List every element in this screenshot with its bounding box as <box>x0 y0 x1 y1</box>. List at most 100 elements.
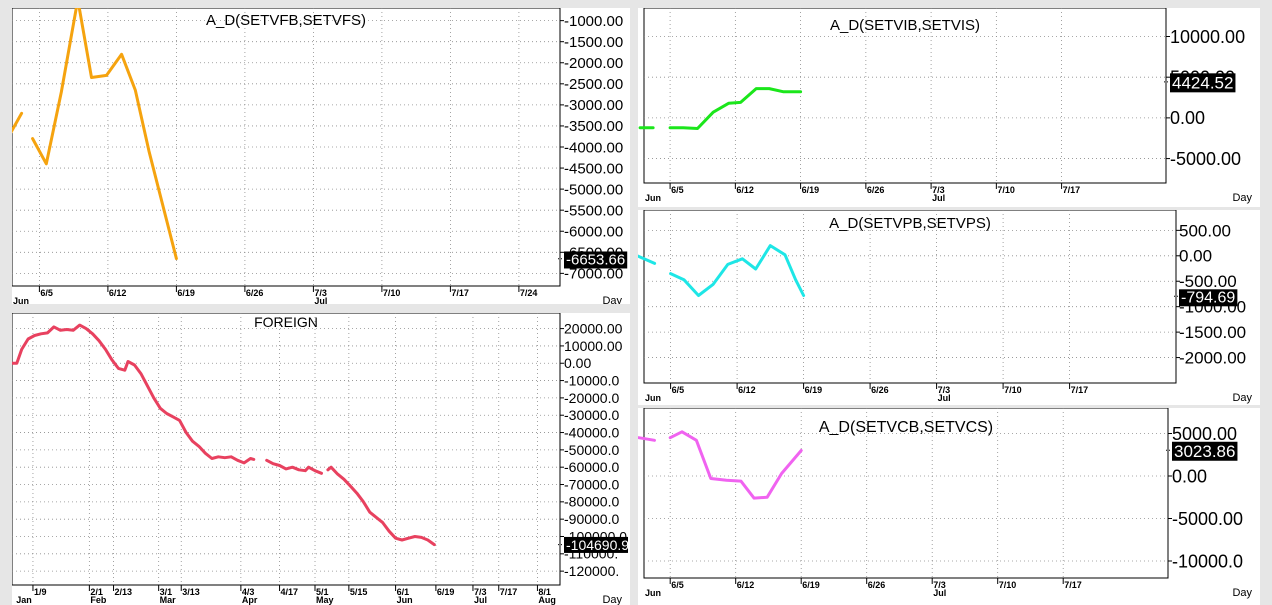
x-unit-label: Day <box>1232 587 1252 599</box>
x-tick-label: 6/1 <box>397 587 410 597</box>
y-tick-label: -5500.00 <box>564 202 623 219</box>
x-tick-label: 7/3 <box>933 580 946 590</box>
x-tick-label: 2/1 <box>90 587 103 597</box>
x-month-label: Jul <box>932 193 945 203</box>
x-month-label: Feb <box>90 595 107 605</box>
x-tick-label: 7/17 <box>1064 580 1082 590</box>
x-month-label: Jul <box>474 595 487 605</box>
x-month-label: Jul <box>938 393 951 403</box>
x-tick-label: 6/19 <box>177 288 195 298</box>
last-value-badge <box>564 251 628 269</box>
x-month-label: Jun <box>645 193 661 203</box>
x-tick-label: 7/17 <box>1063 185 1081 195</box>
chart-title: A_D(SETVCB,SETVCS) <box>819 419 993 436</box>
plot-area <box>12 8 561 287</box>
x-tick-label: 5/15 <box>350 587 368 597</box>
y-tick-label: -10000.0 <box>1172 551 1243 571</box>
y-tick-label: -3500.00 <box>564 118 623 135</box>
y-tick-label: -5000.00 <box>1172 509 1243 529</box>
last-value-label: 4424.52 <box>1172 73 1233 92</box>
last-value-badge <box>564 536 628 553</box>
y-tick-label: -90000.0 <box>564 511 619 527</box>
series-line <box>669 244 806 297</box>
y-tick-label: -6000.00 <box>564 223 623 240</box>
y-tick-label: -40000.0 <box>564 424 619 440</box>
series-line <box>638 436 656 442</box>
plot-area <box>643 8 1167 184</box>
x-tick-label: 7/10 <box>999 580 1017 590</box>
series-line <box>265 458 323 475</box>
x-tick-label: 4/17 <box>281 587 299 597</box>
last-value-label: 3023.86 <box>1174 442 1235 461</box>
chart-panel-setvp[interactable]: 6/5 6/12 6/19 6/26 7/3 7/10 7/17 Jun Jul 500.00 0.… <box>638 210 1260 405</box>
x-tick-label: 6/5 <box>40 288 53 298</box>
y-tick-label: -4000.00 <box>564 139 623 156</box>
y-tick-label: -50000.0 <box>564 442 619 458</box>
chart-panel-foreign[interactable]: 1/9 2/1 2/13 3/1 3/13 4/3 4/17 5/1 5/15 6/1 6/19 7/… <box>12 313 630 605</box>
chart-title: A_D(SETVPB,SETVPS) <box>829 215 991 232</box>
x-month-label: Jun <box>645 393 661 403</box>
x-tick-label: 1/9 <box>34 587 47 597</box>
x-tick-label: 7/3 <box>938 385 951 395</box>
x-tick-label: 3/1 <box>160 587 173 597</box>
x-tick-label: 6/12 <box>738 385 756 395</box>
chart-svg-setvi: 6/5 6/12 6/19 6/26 7/3 7/10 7/17 Jun Jul 10000.00… <box>638 8 1252 204</box>
x-tick-label: 6/19 <box>437 587 455 597</box>
x-tick-label: 3/13 <box>182 587 200 597</box>
y-tick-label: -80000.0 <box>564 494 619 510</box>
x-month-label: Mar <box>160 595 177 605</box>
y-tick-label: 10000.00 <box>1170 27 1245 47</box>
x-tick-label: 6/26 <box>871 385 889 395</box>
chart-title: A_D(SETVFB,SETVFS) <box>206 12 366 29</box>
x-tick-label: 6/12 <box>737 580 755 590</box>
chart-title: A_D(SETVIB,SETVIS) <box>830 17 980 34</box>
y-tick-label: -1000.00 <box>564 13 623 30</box>
y-tick-label: 5000.00 <box>1172 424 1237 444</box>
y-tick-label: -70000.0 <box>564 476 619 492</box>
x-tick-label: 6/5 <box>671 580 684 590</box>
last-value-label: -6653.66 <box>566 251 625 268</box>
x-month-label: Jun <box>13 296 29 304</box>
y-tick-label: -4500.00 <box>564 160 623 177</box>
chart-svg-setvp: 6/5 6/12 6/19 6/26 7/3 7/10 7/17 Jun Jul 500.00 0.… <box>638 210 1252 404</box>
x-tick-label: 6/12 <box>109 288 127 298</box>
x-unit-label: Day <box>1232 192 1252 204</box>
x-tick-label: 7/3 <box>932 185 945 195</box>
y-tick-label: -5000.00 <box>1170 149 1241 169</box>
x-unit-label: Day <box>602 594 622 605</box>
x-month-label: Aug <box>538 595 556 605</box>
x-tick-label: 7/10 <box>1004 385 1022 395</box>
x-month-label: Jun <box>645 588 661 598</box>
y-tick-label: -20000.0 <box>564 390 619 406</box>
x-month-label: Apr <box>242 595 258 605</box>
y-tick-label: -2000.00 <box>1179 349 1246 368</box>
chart-svg-foreign: 1/9 2/1 2/13 3/1 3/13 4/3 4/17 5/1 5/15 6/1 6/19 7/… <box>12 313 629 605</box>
x-tick-label: 6/26 <box>868 580 886 590</box>
x-month-label: Jul <box>933 588 946 598</box>
x-unit-label: Day <box>602 295 622 304</box>
y-tick-label: -3000.00 <box>564 97 623 114</box>
x-month-label: Jul <box>314 296 327 304</box>
chart-panel-setvc[interactable]: 6/5 6/12 6/19 6/26 7/3 7/10 7/17 Jun Jul 5000.00 0… <box>638 408 1260 605</box>
y-tick-label: -1500.00 <box>564 34 623 51</box>
x-tick-label: 6/5 <box>671 185 684 195</box>
y-tick-label: -1500.00 <box>1179 323 1246 342</box>
y-tick-label: -120000. <box>564 563 619 579</box>
x-tick-label: 7/3 <box>314 288 327 298</box>
x-month-label: Jan <box>16 595 32 605</box>
x-month-label: May <box>316 595 334 605</box>
x-tick-label: 6/19 <box>802 580 820 590</box>
y-tick-label: -10000.0 <box>564 372 619 388</box>
series-line <box>326 465 436 547</box>
x-tick-label: 4/3 <box>242 587 255 597</box>
x-tick-label: 7/10 <box>383 288 401 298</box>
x-tick-label: 2/13 <box>115 587 133 597</box>
y-tick-label: -5000.00 <box>564 181 623 198</box>
x-tick-label: 7/10 <box>997 185 1015 195</box>
chart-panel-setvf[interactable]: 6/5 6/12 6/19 6/26 7/3 7/10 7/17 7/24 Jun Jul -100… <box>12 8 630 304</box>
last-value-badge <box>1170 73 1236 93</box>
chart-svg-setvf: 6/5 6/12 6/19 6/26 7/3 7/10 7/17 7/24 Jun Jul -100… <box>12 8 628 304</box>
chart-panel-setvi[interactable]: 6/5 6/12 6/19 6/26 7/3 7/10 7/17 Jun Jul 10000.00… <box>638 8 1260 207</box>
plot-area <box>12 313 561 586</box>
x-tick-label: 6/12 <box>736 185 754 195</box>
